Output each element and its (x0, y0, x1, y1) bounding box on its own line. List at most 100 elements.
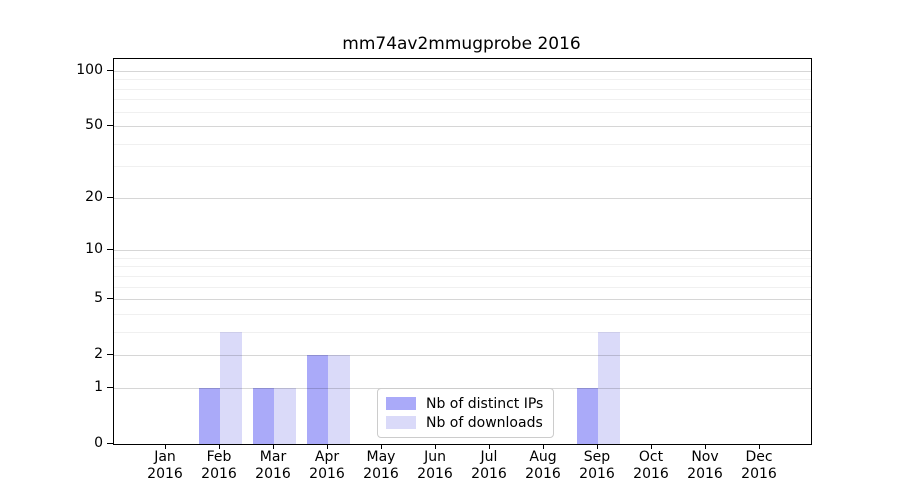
bar-downloads-sep (598, 331, 620, 444)
x-tick-mark (273, 444, 275, 449)
gridline-major (114, 355, 811, 357)
x-tick-month: Jun (424, 449, 446, 465)
x-tick-label: Feb 2016 (189, 449, 249, 482)
gridline-minor (114, 79, 811, 81)
x-tick-year: 2016 (471, 465, 507, 482)
y-tick-mark (107, 443, 113, 445)
x-tick-year: 2016 (741, 465, 777, 482)
gridline-major (114, 197, 811, 199)
gridline-minor (114, 143, 811, 145)
x-tick-label: Jun 2016 (405, 449, 465, 482)
x-tick-mark (381, 444, 383, 449)
x-tick-month: Apr (314, 449, 340, 465)
gridline-minor (114, 313, 811, 315)
x-tick-year: 2016 (687, 465, 723, 482)
legend-swatch-distinct-ips (386, 397, 416, 410)
legend-label-downloads: Nb of downloads (426, 414, 543, 431)
y-tick-mark (107, 69, 113, 72)
x-tick-month: Jul (480, 449, 498, 465)
x-tick-label: Mar 2016 (243, 449, 303, 482)
y-tick-label: 0 (94, 435, 103, 451)
x-tick-label: Nov 2016 (675, 449, 735, 482)
bar-downloads-feb (220, 331, 242, 444)
x-tick-mark (651, 444, 653, 449)
gridline-major (114, 70, 811, 72)
x-tick-month: May (366, 449, 396, 465)
gridline-minor (114, 166, 811, 168)
x-tick-year: 2016 (147, 465, 183, 482)
gridline-minor (114, 286, 811, 288)
bar-distinct-ips-feb (198, 388, 220, 444)
x-tick-month: Mar (259, 449, 287, 465)
x-tick-label: Jul 2016 (459, 449, 519, 482)
x-tick-year: 2016 (363, 465, 399, 482)
y-tick-mark (107, 249, 113, 251)
x-tick-mark (327, 444, 329, 449)
x-tick-month: Aug (529, 449, 557, 465)
y-tick-mark (107, 354, 113, 356)
x-tick-label: Apr 2016 (297, 449, 357, 482)
x-tick-month: Nov (691, 449, 719, 465)
x-tick-year: 2016 (417, 465, 453, 482)
x-tick-month: Dec (745, 449, 773, 465)
gridline-minor (114, 99, 811, 101)
x-tick-mark (543, 444, 545, 449)
x-tick-year: 2016 (255, 465, 291, 482)
gridline-minor (114, 266, 811, 268)
x-tick-mark (165, 444, 167, 449)
x-tick-month: Feb (206, 449, 232, 465)
y-tick-mark (107, 125, 113, 127)
y-tick-mark (107, 298, 113, 300)
x-tick-label: Sep 2016 (567, 449, 627, 482)
x-tick-mark (759, 444, 761, 449)
y-tick-label: 5 (94, 290, 103, 307)
y-tick-label: 50 (85, 117, 103, 134)
x-tick-month: Sep (583, 449, 611, 465)
y-tick-label: 10 (85, 241, 103, 258)
bar-distinct-ips-mar (252, 388, 274, 444)
legend-label-distinct-ips: Nb of distinct IPs (426, 395, 544, 412)
x-tick-year: 2016 (201, 465, 237, 482)
gridline-major (114, 250, 811, 252)
bar-downloads-mar (274, 388, 296, 444)
gridline-major (114, 299, 811, 301)
gridline-minor (114, 275, 811, 277)
legend: Nb of distinct IPs Nb of downloads (377, 388, 555, 438)
x-tick-year: 2016 (633, 465, 669, 482)
y-tick-label: 20 (85, 188, 103, 205)
legend-entry-distinct-ips: Nb of distinct IPs (386, 394, 543, 413)
bar-downloads-apr (328, 355, 350, 444)
y-tick-mark (107, 387, 113, 389)
x-tick-mark (705, 444, 707, 449)
y-tick-mark (107, 196, 113, 199)
x-tick-label: May 2016 (351, 449, 411, 482)
x-tick-label: Dec 2016 (729, 449, 789, 482)
bar-distinct-ips-sep (576, 388, 598, 444)
y-tick-label: 1 (94, 379, 103, 395)
x-tick-month: Oct (638, 449, 664, 465)
gridline-minor (114, 111, 811, 113)
y-tick-label: 100 (76, 61, 103, 78)
x-tick-label: Jan 2016 (135, 449, 195, 482)
chart-title: mm74av2mmugprobe 2016 (342, 34, 581, 54)
gridline-minor (114, 331, 811, 333)
gridline-minor (114, 257, 811, 259)
x-tick-month: Jan (154, 449, 176, 465)
x-tick-mark (435, 444, 437, 449)
gridline-minor (114, 88, 811, 90)
x-tick-year: 2016 (309, 465, 345, 482)
y-tick-label: 2 (94, 346, 103, 363)
x-tick-label: Aug 2016 (513, 449, 573, 482)
plot-area (113, 58, 812, 445)
x-tick-mark (597, 444, 599, 449)
legend-swatch-downloads (386, 416, 416, 429)
bar-distinct-ips-apr (306, 355, 328, 444)
legend-entry-downloads: Nb of downloads (386, 413, 543, 432)
x-tick-year: 2016 (579, 465, 615, 482)
x-tick-mark (219, 444, 221, 449)
x-tick-year: 2016 (525, 465, 561, 482)
gridline-major (114, 126, 811, 128)
x-tick-label: Oct 2016 (621, 449, 681, 482)
x-tick-mark (489, 444, 491, 449)
